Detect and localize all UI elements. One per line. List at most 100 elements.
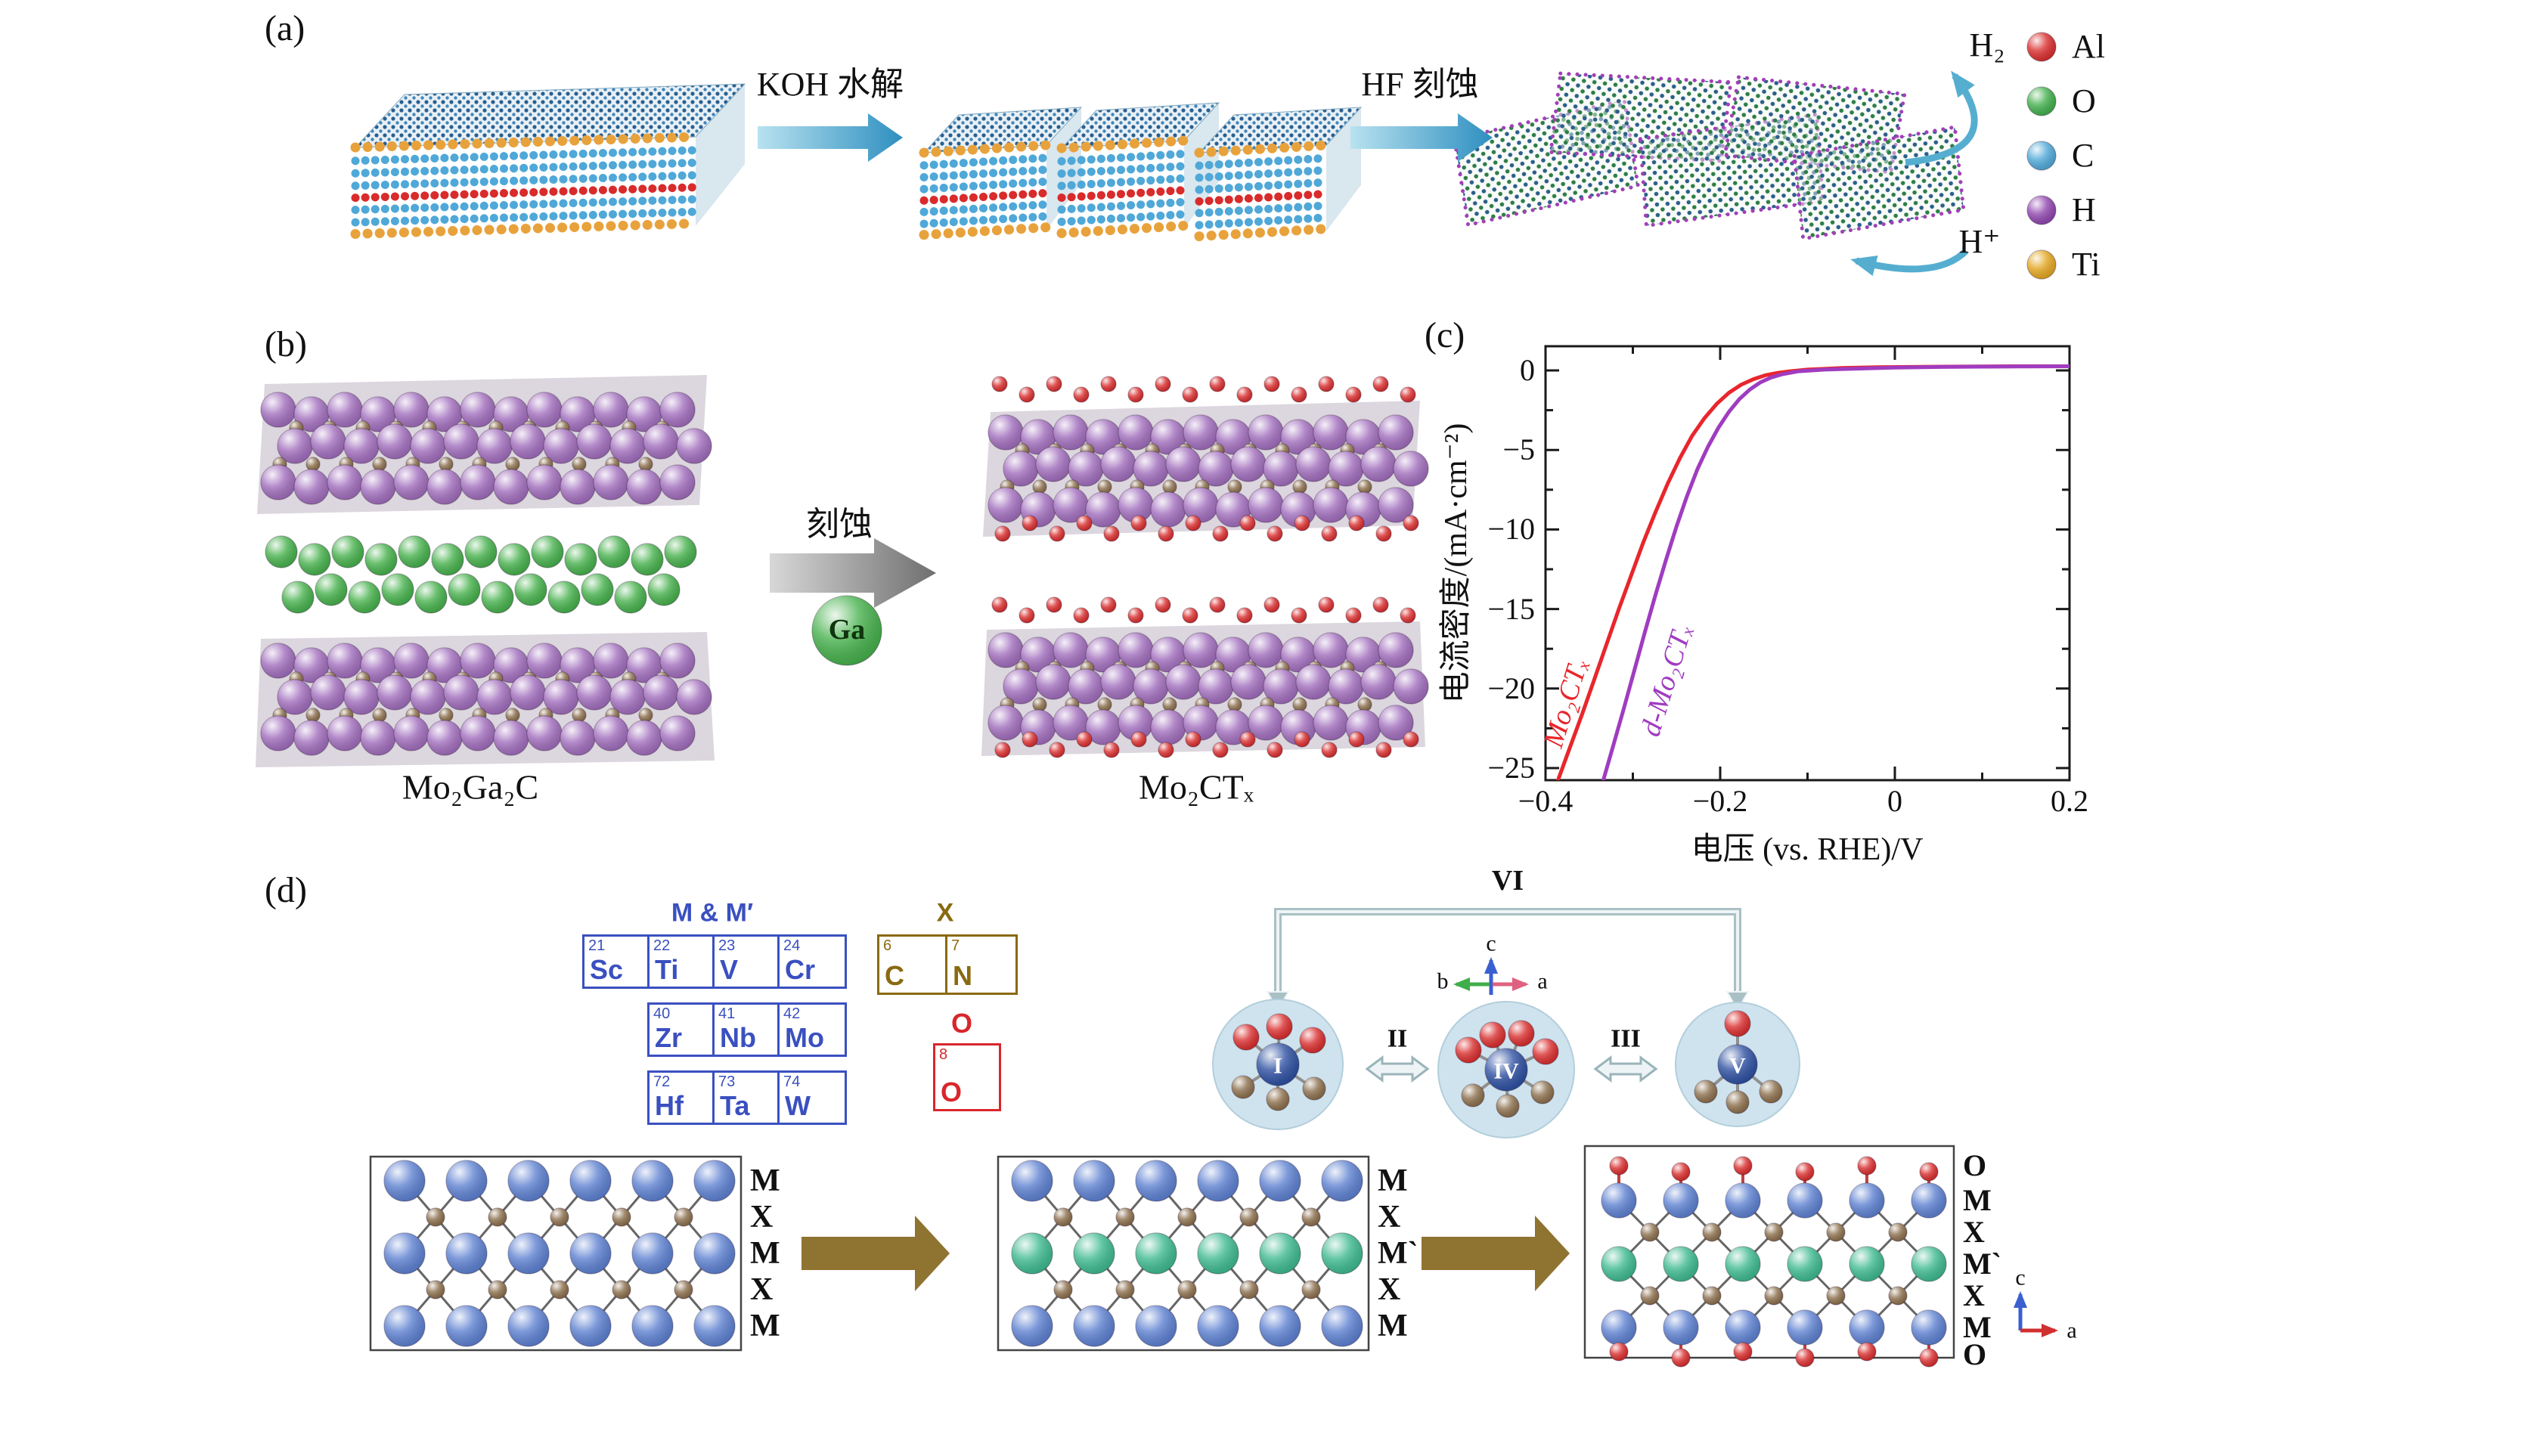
layer-label: M` [1963,1247,2002,1281]
x-table-title: X [936,898,954,928]
element-symbol: Ta [720,1090,750,1121]
panel-a-art [350,32,2057,280]
etch-arrow-label: 刻蚀 [806,505,873,543]
element-symbol: N [953,960,972,991]
legend-label-h: H [2072,191,2096,228]
legend-label-c: C [2072,136,2094,174]
atomic-number: 40 [653,1005,671,1022]
layer-label: M [1963,1183,1992,1217]
y-tick-label: −15 [1487,592,1535,626]
panel-c-label: (c) [1425,315,1465,355]
layer-label: O [1963,1148,1987,1182]
layer-label: M [1378,1163,1408,1198]
hf-step-label: HF 刻蚀 [1361,65,1479,103]
axis-a-label-top: a [1537,968,1548,994]
element-cell-mo: 42 Mo [777,1002,847,1057]
y-tick-label: −5 [1502,432,1535,466]
element-symbol: W [785,1090,811,1121]
element-cell-nb: 41 Nb [712,1002,782,1057]
element-symbol: Cr [785,954,816,985]
panel-a-label: (a) [265,8,305,48]
atomic-number: 6 [883,937,892,954]
element-symbol: Sc [590,954,624,985]
layer-label: X [1378,1272,1401,1307]
atomic-number: 41 [718,1005,736,1022]
atomic-number: 8 [939,1046,948,1063]
layer-label: M [1963,1310,1992,1344]
atomic-number: 23 [718,937,736,954]
axis-b-label-top: b [1437,968,1449,994]
axis-a-label-bottom: a [2066,1318,2077,1343]
element-symbol: Mo [785,1022,824,1053]
y-tick-label: −25 [1487,751,1535,785]
koh-step-label: KOH 水解 [756,65,904,103]
panel-b-art [256,375,1429,767]
h2-product-label: H₂ [1969,26,2005,64]
atomic-number: 74 [783,1073,801,1090]
x-tick-label: 0.2 [2051,784,2088,818]
layer-label: M [750,1163,780,1198]
layer-label: M [1378,1308,1408,1343]
element-symbol: Nb [720,1022,756,1053]
precursor-formula: Mo₂Ga₂C [402,767,539,807]
hplus-reactant-label: H⁺ [1958,222,2001,260]
y-tick-label: −20 [1487,671,1535,705]
element-cell-w: 74 W [777,1070,847,1125]
o-symbol-label: O [950,1008,973,1039]
roman-iv-label: IV [1493,1058,1519,1084]
legend-label-al: Al [2072,27,2105,65]
axis-c-label-bottom: c [2015,1265,2026,1290]
element-cell-sc: 21 Sc [582,934,652,989]
panel-d-art [369,908,2058,1368]
layer-label: X [750,1272,774,1307]
legend-label-o: O [2072,82,2096,119]
atomic-number: 73 [718,1073,736,1090]
panel-d-label: (d) [265,870,307,910]
element-symbol: V [720,954,739,985]
atomic-number: 7 [951,937,960,954]
panel-c-art [1544,345,2071,782]
layer-label: X [750,1199,774,1235]
x-tick-label: −0.2 [1692,784,1748,818]
element-symbol: O [941,1077,963,1107]
atomic-number: 72 [653,1073,671,1090]
atomic-number: 22 [653,937,671,954]
element-symbol: Hf [655,1090,684,1121]
atomic-number: 24 [783,937,801,954]
element-cell-ti: 22 Ti [647,934,717,989]
roman-v-label: V [1729,1053,1746,1079]
element-cell-v: 23 V [712,934,782,989]
layer-label: X [1963,1278,1985,1312]
x-tick-label: 0 [1887,784,1902,818]
panel-b-label: (b) [265,324,307,364]
x-axis-title: 电压 (vs. RHE)/V [1691,832,1924,867]
mm-table-title: M & M′ [671,898,754,928]
layer-label: M [750,1235,780,1271]
element-cell-cr: 24 Cr [777,934,847,989]
element-cell-ta: 73 Ta [712,1070,782,1125]
layer-label: M [750,1308,780,1343]
layer-label: X [1963,1215,1985,1249]
element-cell-hf: 72 Hf [647,1070,717,1125]
element-symbol: C [885,960,904,991]
element-symbol: Zr [655,1022,682,1053]
roman-iii-label: III [1611,1024,1641,1053]
legend-label-ti: Ti [2072,245,2101,283]
axis-c-label-top: c [1486,931,1496,956]
y-tick-label: 0 [1520,353,1535,387]
roman-i-label: I [1273,1053,1282,1079]
x-tick-label: −0.4 [1518,784,1573,818]
layer-label: M` [1378,1235,1418,1271]
ga-atom-label: Ga [828,614,866,646]
roman-vi-label: VI [1491,865,1524,897]
product-formula: Mo₂CTₓ [1138,767,1254,807]
element-cell-zr: 40 Zr [647,1002,717,1057]
atomic-number: 21 [588,937,606,954]
layer-label: O [1963,1337,1987,1371]
y-axis-title: 电流密度/(mA·cm⁻²) [1438,423,1474,704]
y-tick-label: −10 [1487,512,1535,546]
